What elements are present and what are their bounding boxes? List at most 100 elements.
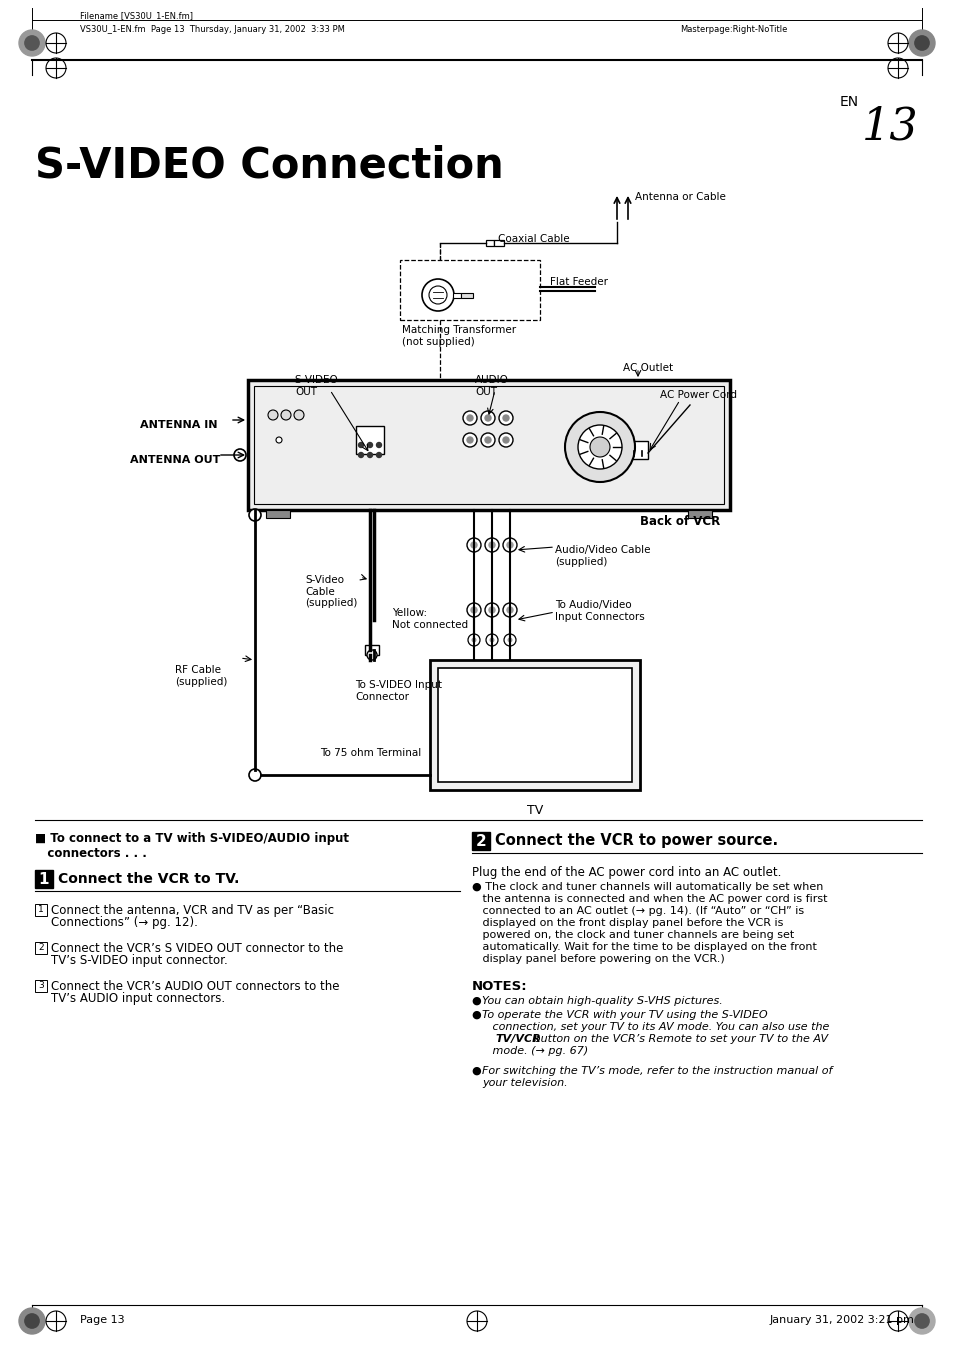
Text: 2: 2 <box>476 834 486 848</box>
Bar <box>430 661 639 790</box>
Text: RF Cable
(supplied): RF Cable (supplied) <box>174 665 227 686</box>
Text: For switching the TV’s mode, refer to the instruction manual of: For switching the TV’s mode, refer to th… <box>481 1066 832 1075</box>
Circle shape <box>249 769 261 781</box>
Text: 1: 1 <box>38 905 44 915</box>
Bar <box>485 240 494 246</box>
Bar <box>627 440 647 459</box>
Text: To Audio/Video
Input Connectors: To Audio/Video Input Connectors <box>555 600 644 621</box>
Text: EN: EN <box>840 95 859 109</box>
Circle shape <box>268 409 277 420</box>
Circle shape <box>468 634 479 646</box>
Circle shape <box>467 415 473 422</box>
Text: Connections” (→ pg. 12).: Connections” (→ pg. 12). <box>51 916 197 929</box>
Text: S-VIDEO Connection: S-VIDEO Connection <box>35 145 503 186</box>
Circle shape <box>471 638 476 643</box>
Circle shape <box>480 434 495 447</box>
Text: S VIDEO
OUT: S VIDEO OUT <box>294 376 337 397</box>
Circle shape <box>484 436 491 443</box>
Circle shape <box>506 607 513 613</box>
Text: Connect the VCR to power source.: Connect the VCR to power source. <box>495 834 778 848</box>
Text: To 75 ohm Terminal: To 75 ohm Terminal <box>319 748 421 758</box>
Circle shape <box>19 30 45 55</box>
Text: the antenna is connected and when the AC power cord is first: the antenna is connected and when the AC… <box>472 894 826 904</box>
Circle shape <box>367 650 376 661</box>
Circle shape <box>467 538 480 553</box>
Circle shape <box>908 1308 934 1333</box>
Text: Flat Feeder: Flat Feeder <box>550 277 607 286</box>
Bar <box>460 293 473 299</box>
Text: ●: ● <box>472 1066 485 1075</box>
Text: displayed on the front display panel before the VCR is: displayed on the front display panel bef… <box>472 917 782 928</box>
Circle shape <box>421 280 454 311</box>
Circle shape <box>564 412 635 482</box>
Circle shape <box>462 411 476 426</box>
Circle shape <box>294 409 304 420</box>
Text: powered on, the clock and tuner channels are being set: powered on, the clock and tuner channels… <box>472 929 794 940</box>
Bar <box>355 426 384 454</box>
Bar <box>35 904 47 916</box>
Circle shape <box>249 509 261 521</box>
Circle shape <box>914 1315 928 1328</box>
Text: Filename [VS30U_1-EN.fm]: Filename [VS30U_1-EN.fm] <box>80 11 193 20</box>
Text: ANTENNA OUT: ANTENNA OUT <box>130 455 220 465</box>
Circle shape <box>484 603 498 617</box>
Circle shape <box>507 638 512 643</box>
Bar <box>437 667 631 782</box>
Circle shape <box>281 409 291 420</box>
Circle shape <box>358 443 363 447</box>
Circle shape <box>489 542 495 549</box>
Text: 2: 2 <box>38 943 44 952</box>
Circle shape <box>467 436 473 443</box>
Circle shape <box>25 36 39 50</box>
Bar <box>253 386 723 504</box>
Circle shape <box>489 607 495 613</box>
Circle shape <box>908 30 934 55</box>
Circle shape <box>462 434 476 447</box>
Text: Connect the VCR’s S VIDEO OUT connector to the: Connect the VCR’s S VIDEO OUT connector … <box>51 942 343 955</box>
Bar <box>35 942 47 954</box>
Bar <box>453 293 460 299</box>
Text: TV/VCR: TV/VCR <box>495 1034 540 1044</box>
Circle shape <box>480 411 495 426</box>
Circle shape <box>275 436 282 443</box>
Circle shape <box>233 449 246 461</box>
Text: AC Power Cord: AC Power Cord <box>659 390 737 400</box>
Text: connection, set your TV to its AV mode. You can also use the: connection, set your TV to its AV mode. … <box>481 1021 828 1032</box>
Circle shape <box>484 538 498 553</box>
Text: automatically. Wait for the time to be displayed on the front: automatically. Wait for the time to be d… <box>472 942 816 952</box>
Circle shape <box>471 542 476 549</box>
Text: Audio/Video Cable
(supplied): Audio/Video Cable (supplied) <box>555 544 650 566</box>
Text: your television.: your television. <box>481 1078 567 1088</box>
Circle shape <box>914 36 928 50</box>
Text: display panel before powering on the VCR.): display panel before powering on the VCR… <box>472 954 724 965</box>
Bar <box>35 870 53 888</box>
Text: To S-VIDEO Input
Connector: To S-VIDEO Input Connector <box>355 680 441 701</box>
Text: VS30U_1-EN.fm  Page 13  Thursday, January 31, 2002  3:33 PM: VS30U_1-EN.fm Page 13 Thursday, January … <box>80 26 345 34</box>
Text: January 31, 2002 3:21 pm: January 31, 2002 3:21 pm <box>769 1315 914 1325</box>
Text: To operate the VCR with your TV using the S-VIDEO: To operate the VCR with your TV using th… <box>481 1011 767 1020</box>
Circle shape <box>367 453 372 458</box>
Bar <box>365 644 378 655</box>
Text: Coaxial Cable: Coaxial Cable <box>497 234 569 245</box>
Circle shape <box>503 634 516 646</box>
Text: connected to an AC outlet (→ pg. 14). (If “Auto” or “CH” is: connected to an AC outlet (→ pg. 14). (I… <box>472 907 803 916</box>
Bar <box>687 509 711 517</box>
Circle shape <box>578 426 621 469</box>
Circle shape <box>502 436 509 443</box>
Circle shape <box>498 411 513 426</box>
Circle shape <box>358 453 363 458</box>
Circle shape <box>489 638 494 643</box>
Circle shape <box>502 415 509 422</box>
Text: ● The clock and tuner channels will automatically be set when: ● The clock and tuner channels will auto… <box>472 882 822 892</box>
Text: ■ To connect to a TV with S-VIDEO/AUDIO input
   connectors . . .: ■ To connect to a TV with S-VIDEO/AUDIO … <box>35 832 349 861</box>
Circle shape <box>376 443 381 447</box>
Text: 13: 13 <box>862 105 918 149</box>
Bar <box>399 259 539 320</box>
Circle shape <box>367 443 372 447</box>
Bar <box>472 832 490 850</box>
Circle shape <box>467 603 480 617</box>
Text: TV: TV <box>526 804 542 817</box>
Text: NOTES:: NOTES: <box>472 979 527 993</box>
Text: mode. (→ pg. 67): mode. (→ pg. 67) <box>481 1046 588 1056</box>
Bar <box>266 509 290 517</box>
